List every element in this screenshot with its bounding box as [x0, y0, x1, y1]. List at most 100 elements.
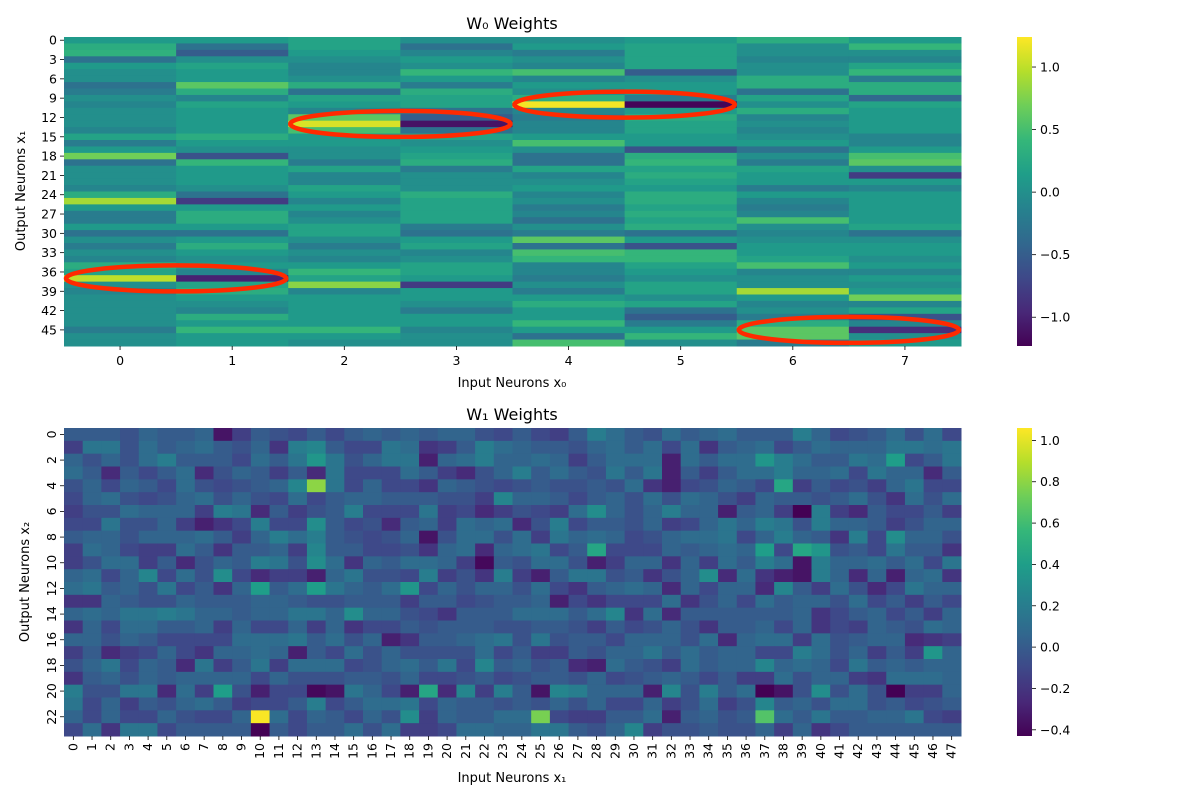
heatmap-cell — [848, 710, 869, 724]
heatmap-cell — [568, 440, 588, 455]
heatmap-cell — [157, 428, 177, 442]
heatmap-cell — [288, 288, 401, 295]
heatmap-cell — [736, 684, 756, 698]
heatmap-cell — [792, 505, 812, 519]
heatmap-cell — [512, 339, 626, 347]
heatmap-cell — [942, 697, 962, 711]
heatmap-cell — [718, 659, 738, 673]
heatmap-cell — [157, 684, 177, 698]
heatmap-cell — [176, 710, 196, 724]
heatmap-cell — [400, 320, 513, 328]
heatmap-cell — [176, 152, 289, 160]
y-tick-label: 12 — [44, 580, 59, 596]
heatmap-cell — [587, 492, 607, 506]
heatmap-cell — [475, 646, 495, 660]
heatmap-cell — [531, 697, 551, 711]
heatmap-cell — [811, 440, 831, 455]
heatmap-cell — [400, 633, 420, 647]
heatmap-cell — [512, 197, 626, 205]
heatmap-cell — [400, 582, 420, 596]
x-tick-label: 36 — [738, 743, 753, 759]
heatmap-cell — [232, 440, 252, 455]
heatmap-cell — [643, 646, 663, 660]
heatmap-cell — [736, 172, 850, 180]
heatmap-cell — [176, 236, 289, 244]
heatmap-cell — [867, 582, 887, 596]
heatmap-cell — [624, 440, 644, 455]
heatmap-cell — [120, 646, 140, 660]
heatmap-cell — [942, 556, 962, 570]
heatmap-cell — [624, 185, 738, 192]
heatmap-cell — [269, 633, 289, 647]
heatmap-cell — [400, 275, 513, 283]
heatmap-cell — [867, 479, 887, 493]
heatmap-cell — [381, 684, 401, 698]
heatmap-cell — [64, 517, 84, 532]
x-tick-label: 0 — [65, 743, 80, 751]
heatmap-cell — [64, 43, 177, 51]
heatmap-cell — [381, 466, 401, 480]
heatmap-cell — [587, 620, 607, 634]
heatmap-cell — [493, 607, 513, 621]
w1-colorbar: −0.4−0.20.00.20.40.60.81.0 — [1017, 428, 1070, 737]
heatmap-cell — [363, 659, 383, 673]
heatmap-cell — [867, 505, 887, 519]
heatmap-cell — [512, 479, 532, 493]
heatmap-cell — [848, 320, 962, 328]
heatmap-cell — [848, 479, 869, 493]
heatmap-cell — [64, 152, 177, 160]
heatmap-cell — [64, 49, 177, 57]
heatmap-cell — [176, 101, 289, 109]
heatmap-cell — [194, 428, 214, 442]
heatmap-cell — [419, 505, 439, 519]
heatmap-cell — [194, 671, 214, 686]
heatmap-cell — [194, 723, 214, 737]
heatmap-cell — [250, 453, 271, 467]
heatmap-cell — [344, 723, 364, 737]
y-tick-label: 9 — [49, 91, 57, 106]
heatmap-cell — [288, 191, 401, 199]
heatmap-cell — [419, 710, 439, 724]
heatmap-cell — [830, 710, 850, 724]
heatmap-cell — [120, 594, 140, 609]
heatmap-cell — [848, 223, 962, 231]
heatmap-cell — [64, 320, 177, 328]
heatmap-cell — [736, 440, 756, 455]
heatmap-cell — [848, 294, 962, 302]
heatmap-cell — [400, 75, 513, 83]
heatmap-cell — [662, 505, 682, 519]
heatmap-cell — [736, 569, 756, 583]
heatmap-cell — [381, 607, 401, 621]
heatmap-cell — [157, 594, 177, 609]
heatmap-cell — [400, 300, 513, 308]
heatmap-cell — [904, 492, 925, 506]
heatmap-cell — [176, 607, 196, 621]
heatmap-cell — [232, 505, 252, 519]
heatmap-cell — [755, 684, 775, 698]
heatmap-cell — [549, 633, 570, 647]
heatmap-cell — [736, 620, 756, 634]
heatmap-cell — [848, 120, 962, 128]
heatmap-cell — [942, 684, 962, 698]
heatmap-cell — [213, 684, 233, 698]
heatmap-cell — [400, 230, 513, 238]
heatmap-cell — [624, 594, 644, 609]
x-tick-label: 29 — [607, 743, 622, 759]
heatmap-cell — [774, 607, 794, 621]
heatmap-cell — [157, 440, 177, 455]
heatmap-cell — [493, 659, 513, 673]
heatmap-cell — [363, 453, 383, 467]
heatmap-cell — [736, 659, 756, 673]
heatmap-cell — [250, 646, 271, 660]
heatmap-cell — [64, 101, 177, 109]
heatmap-cell — [475, 440, 495, 455]
heatmap-cell — [176, 210, 289, 218]
heatmap-cell — [456, 659, 476, 673]
heatmap-cell — [755, 697, 775, 711]
heatmap-cell — [736, 646, 756, 660]
heatmap-cell — [493, 543, 513, 557]
heatmap-cell — [419, 620, 439, 634]
heatmap-cell — [493, 492, 513, 506]
heatmap-cell — [213, 530, 233, 544]
heatmap-cell — [269, 659, 289, 673]
